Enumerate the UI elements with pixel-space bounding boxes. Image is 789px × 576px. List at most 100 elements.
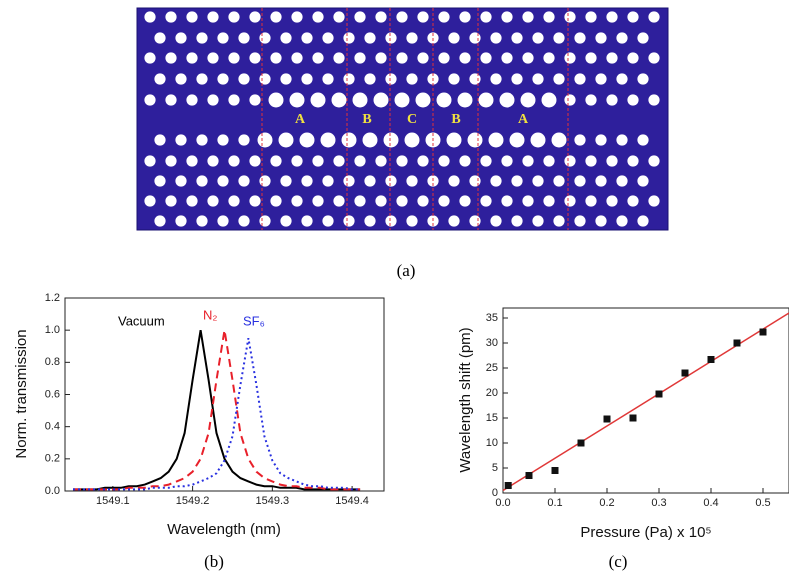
hole [343, 175, 355, 187]
hole [207, 94, 219, 106]
region-label: B [362, 112, 371, 127]
y-tick-label: 1.0 [45, 324, 60, 336]
hole [396, 52, 408, 64]
hole [383, 132, 399, 148]
hole [333, 52, 345, 64]
hole [270, 11, 282, 23]
hole [333, 155, 345, 167]
hole [574, 73, 586, 85]
y-tick-label: 10 [486, 437, 498, 449]
caption: (a) [397, 261, 416, 280]
hole [165, 195, 177, 207]
hole [280, 215, 292, 227]
hole [310, 92, 326, 108]
hole [564, 11, 576, 23]
hole [457, 92, 473, 108]
hole [364, 175, 376, 187]
region-label: A [518, 112, 529, 127]
y-tick-label: 1.2 [45, 292, 60, 304]
hole [331, 92, 347, 108]
hole [459, 11, 471, 23]
photonic-crystal [136, 7, 669, 231]
x-tick-label: 0.4 [703, 497, 718, 509]
hole [564, 155, 576, 167]
hole [207, 195, 219, 207]
hole [595, 175, 607, 187]
point [655, 390, 663, 398]
hole [228, 195, 240, 207]
point [707, 356, 715, 363]
hole [238, 32, 250, 44]
hole [278, 132, 294, 148]
hole [322, 32, 334, 44]
hole [312, 52, 324, 64]
y-tick-label: 20 [486, 387, 498, 399]
y-tick-label: 0.8 [45, 356, 60, 368]
point [759, 328, 767, 336]
hole [553, 215, 565, 227]
y-tick-label: 0.0 [45, 485, 60, 497]
hole [154, 32, 166, 44]
hole [333, 195, 345, 207]
x-tick-label: 1549.1 [96, 495, 130, 507]
hole [280, 175, 292, 187]
hole [385, 32, 397, 44]
hole [553, 73, 565, 85]
hole [522, 52, 534, 64]
hole [648, 195, 660, 207]
hole [257, 132, 273, 148]
x-tick-label: 0.0 [495, 497, 510, 509]
hole [217, 32, 229, 44]
hole [396, 195, 408, 207]
hole [501, 155, 513, 167]
hole [532, 175, 544, 187]
series-line [73, 338, 361, 491]
hole [186, 52, 198, 64]
hole [322, 215, 334, 227]
series-line [73, 330, 361, 491]
hole [448, 175, 460, 187]
hole [144, 94, 156, 106]
hole [186, 11, 198, 23]
hole [490, 73, 502, 85]
point [551, 467, 559, 474]
hole [259, 215, 271, 227]
hole [175, 175, 187, 187]
point [629, 414, 637, 422]
hole [322, 175, 334, 187]
hole [259, 175, 271, 187]
hole [627, 52, 639, 64]
hole [291, 11, 303, 23]
hole [320, 132, 336, 148]
hole [301, 73, 313, 85]
hole [364, 215, 376, 227]
hole [438, 52, 450, 64]
point [733, 339, 741, 347]
x-tick-label: 1549.2 [176, 495, 210, 507]
hole [469, 73, 481, 85]
hole [585, 155, 597, 167]
hole [585, 195, 597, 207]
hole [186, 195, 198, 207]
hole [627, 195, 639, 207]
hole [648, 155, 660, 167]
hole [490, 175, 502, 187]
hole [217, 175, 229, 187]
hole [165, 11, 177, 23]
hole [270, 155, 282, 167]
hole [354, 11, 366, 23]
hole [511, 215, 523, 227]
y-tick-label: 35 [486, 312, 498, 324]
hole [165, 52, 177, 64]
hole [501, 195, 513, 207]
hole [196, 32, 208, 44]
hole [375, 52, 387, 64]
hole [541, 92, 557, 108]
hole [238, 215, 250, 227]
hole [364, 32, 376, 44]
hole [606, 155, 618, 167]
hole [354, 195, 366, 207]
hole [280, 32, 292, 44]
hole [385, 215, 397, 227]
point [504, 482, 512, 489]
